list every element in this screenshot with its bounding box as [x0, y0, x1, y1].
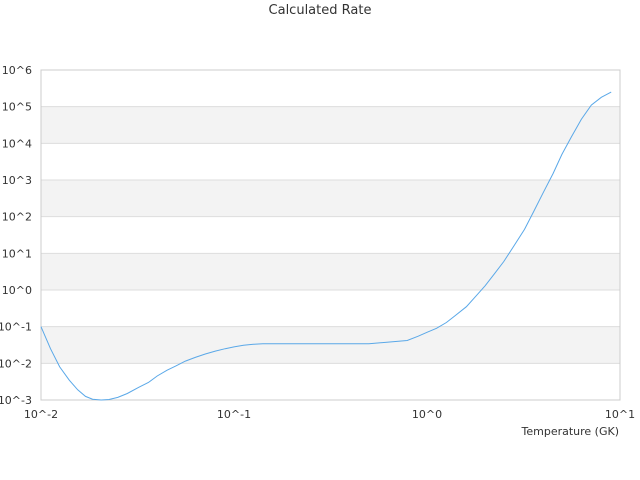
grid-band: [41, 326, 620, 364]
y-axis-ticks: 10^-3 10^-2 10^-1 10^0 10^1 10^2 10^3 10^4 10^5 1…: [0, 64, 32, 407]
series-line: [40, 91, 612, 401]
grid-band: [41, 106, 620, 144]
y-tick-label: 10^4: [2, 137, 32, 150]
y-tick-label: 10^3: [2, 174, 32, 187]
x-axis-ticks: 10^-2 10^-1 10^0 10^1: [24, 408, 635, 421]
x-axis-label: Temperature (GK): [521, 425, 620, 438]
grid-band: [41, 180, 620, 217]
y-tick-label: 10^2: [2, 211, 32, 224]
horizontal-bands: [41, 106, 620, 364]
x-tick-label: 10^0: [412, 408, 442, 421]
y-tick-label: 10^-3: [0, 394, 32, 407]
x-tick-label: 10^1: [605, 408, 635, 421]
y-tick-label: 10^0: [2, 284, 32, 297]
chart-title: Calculated Rate: [268, 3, 372, 18]
grid-band: [41, 253, 620, 290]
y-tick-label: 10^-1: [0, 321, 32, 334]
x-tick-label: 10^-2: [24, 408, 58, 421]
plot-frame: [40, 69, 621, 401]
y-tick-label: 10^5: [2, 101, 32, 114]
y-tick-label: 10^6: [2, 64, 32, 77]
y-tick-label: 10^1: [2, 247, 32, 260]
y-tick-label: 10^-2: [0, 357, 32, 370]
x-tick-label: 10^-1: [217, 408, 251, 421]
